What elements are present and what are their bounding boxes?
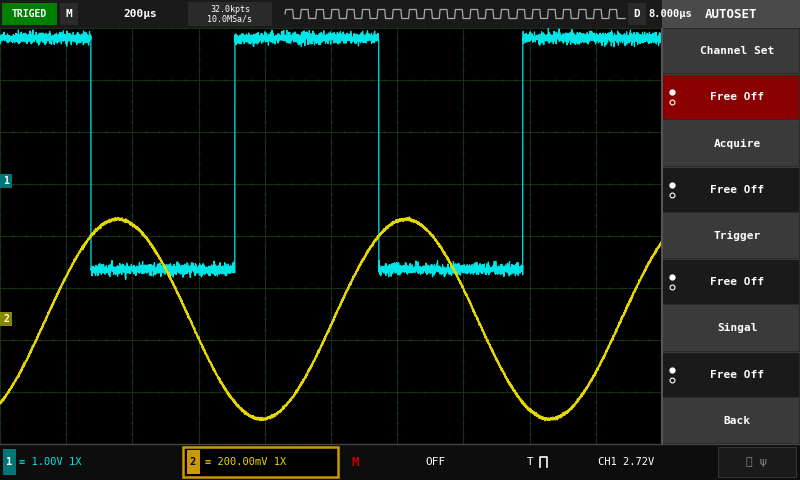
Text: 200µs: 200µs (123, 9, 157, 19)
Bar (60, 3, 78, 25)
Bar (662, 0, 800, 480)
Bar (183, 447, 338, 477)
Text: TRIGED: TRIGED (11, 9, 46, 19)
Bar (663, 352, 799, 397)
Text: ≡ 200.00mV 1X: ≡ 200.00mV 1X (205, 457, 286, 467)
Bar (718, 447, 796, 477)
Bar (0, 28, 662, 444)
Text: T: T (526, 457, 534, 467)
Bar (3, 449, 16, 475)
Bar (187, 450, 200, 474)
Bar (2, 3, 57, 25)
Text: Channel Set: Channel Set (700, 46, 774, 56)
Bar (188, 2, 272, 26)
Text: T: T (371, 17, 377, 27)
Text: Acquire: Acquire (714, 139, 761, 149)
Text: 32.0kpts: 32.0kpts (210, 4, 250, 13)
Text: Free Off: Free Off (710, 370, 764, 380)
Bar (663, 168, 799, 212)
Text: 10.0MSa/s: 10.0MSa/s (207, 14, 253, 24)
Bar (662, 0, 800, 28)
Text: Free Off: Free Off (710, 185, 764, 195)
Bar (663, 260, 799, 304)
Text: ≡ 1.00V 1X: ≡ 1.00V 1X (19, 457, 82, 467)
Text: M: M (66, 9, 72, 19)
Text: 1: 1 (3, 176, 9, 186)
Bar (663, 214, 799, 258)
Text: 🖫  ψ: 🖫 ψ (746, 457, 767, 467)
Bar (663, 121, 799, 166)
Bar (663, 75, 799, 120)
Bar (0, 174, 12, 188)
Text: Free Off: Free Off (710, 277, 764, 287)
Text: Singal: Singal (717, 324, 758, 334)
Bar (0, 0, 662, 28)
Bar (628, 3, 646, 25)
Bar (0, 312, 12, 326)
Bar (663, 306, 799, 350)
Text: D: D (634, 9, 640, 19)
Bar (0, 444, 800, 480)
Text: 2: 2 (190, 457, 196, 467)
Bar (663, 399, 799, 443)
Text: OFF: OFF (425, 457, 445, 467)
Text: AUTOSET: AUTOSET (705, 8, 758, 21)
Bar (663, 29, 799, 73)
Text: Free Off: Free Off (710, 92, 764, 102)
Text: 1: 1 (6, 457, 13, 467)
Text: M: M (351, 456, 358, 468)
Text: Trigger: Trigger (714, 231, 761, 241)
Text: CH1 2.72V: CH1 2.72V (598, 457, 654, 467)
Text: 8.000µs: 8.000µs (648, 9, 692, 19)
Text: Back: Back (723, 416, 750, 426)
Text: 2: 2 (3, 314, 9, 324)
